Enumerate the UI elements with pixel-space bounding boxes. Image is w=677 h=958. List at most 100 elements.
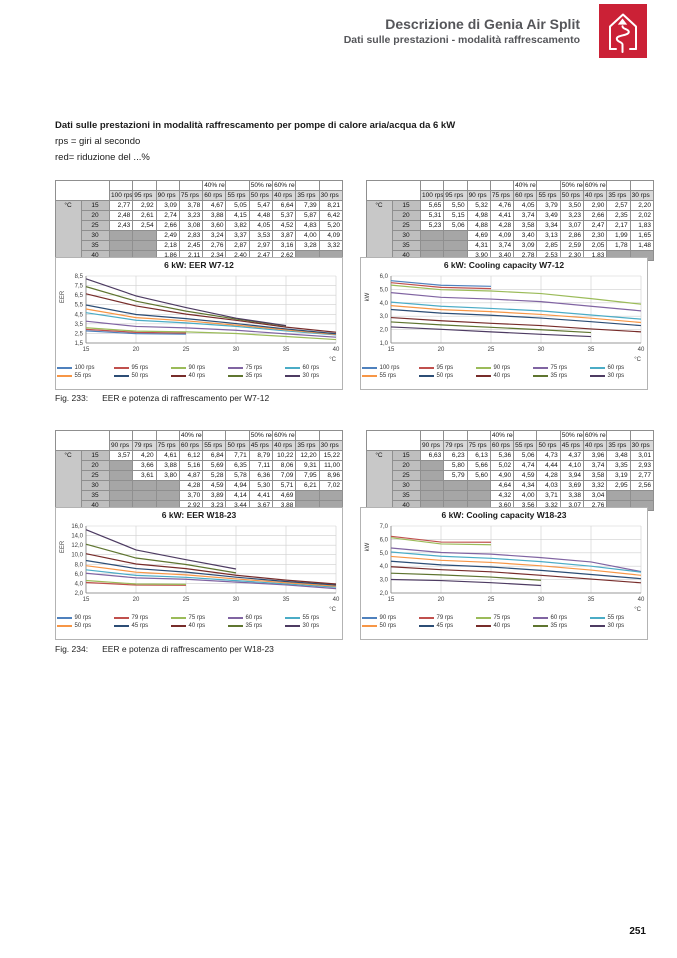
legend-label: 79 rps bbox=[436, 615, 454, 621]
temperature-cell: 15 bbox=[391, 200, 421, 211]
value-cell: 7,11 bbox=[248, 460, 274, 471]
value-cell: 5,28 bbox=[202, 470, 227, 481]
figure-caption-label: Fig. 234: bbox=[55, 644, 89, 654]
table-row: 25 3,61 3,80 4,87 5,28 5,78 6,36 7,09 7,95 8,96 bbox=[56, 470, 343, 481]
line-chart: 1,0 2,0 3,0 4,0 5,0 6,0 15 20 25 30 35 40 kW °C bbox=[365, 274, 645, 363]
temperature-cell: 15 bbox=[81, 450, 110, 461]
reduction-header-cell bbox=[466, 430, 491, 441]
rps-header-cell: 95 rps bbox=[443, 190, 468, 201]
table-row: 25 5,79 5,60 4,90 4,59 4,28 3,94 3,58 3,19 2,77 bbox=[366, 470, 654, 481]
value-cell: 3,78 bbox=[178, 200, 204, 211]
legend-item: 100 rps bbox=[56, 365, 114, 371]
table-row: 35 2,18 2,45 2,76 2,87 2,97 3,16 3,28 3,32 bbox=[56, 240, 343, 251]
legend-label: 55 rps bbox=[607, 615, 625, 621]
value-cell: 2,17 bbox=[606, 220, 631, 231]
value-cell: 3,32 bbox=[583, 480, 608, 491]
table-row: 35 4,32 4,00 3,71 3,38 3,04 bbox=[366, 490, 654, 501]
legend-swatch bbox=[284, 375, 300, 377]
legend-item: 40 rps bbox=[475, 623, 533, 629]
legend-item: 50 rps bbox=[418, 373, 476, 379]
svg-text:15: 15 bbox=[388, 347, 395, 353]
value-cell: 6,64 bbox=[272, 200, 297, 211]
table-row: 25 5,23 5,06 4,88 4,28 3,58 3,34 3,07 2,47 2,17 1,… bbox=[366, 220, 654, 231]
legend-label: 40 rps bbox=[493, 623, 511, 629]
chart-title: 6 kW: EER W18-23 bbox=[161, 510, 237, 520]
series-line-50-rps bbox=[390, 308, 642, 327]
value-cell: 4,76 bbox=[489, 200, 515, 211]
series-line-50-rps bbox=[85, 304, 337, 335]
legend-swatch bbox=[227, 367, 243, 369]
chart-title: 6 kW: Cooling capacity W18-23 bbox=[441, 510, 567, 520]
rps-header-cell: 90 rps bbox=[155, 190, 180, 201]
svg-text:6,0: 6,0 bbox=[380, 537, 389, 543]
value-cell: 2,47 bbox=[583, 220, 608, 231]
legend-label: 95 rps bbox=[436, 365, 454, 371]
table-row: 35 3,70 3,89 4,14 4,41 4,69 bbox=[56, 490, 343, 501]
rps-header-cell: 55 rps bbox=[513, 440, 538, 451]
temperature-cell: 35 bbox=[391, 240, 421, 251]
temperature-cell: 30 bbox=[81, 480, 110, 491]
value-cell: 2,83 bbox=[178, 230, 204, 241]
legend-label: 100 rps bbox=[379, 365, 400, 371]
na-cell bbox=[108, 460, 134, 471]
svg-text:25: 25 bbox=[488, 597, 495, 603]
na-cell bbox=[132, 240, 157, 251]
value-cell: 5,87 bbox=[295, 210, 320, 221]
series-line-35-rps bbox=[85, 286, 287, 327]
legend-item: 55 rps bbox=[284, 615, 342, 621]
value-cell: 3,58 bbox=[583, 470, 608, 481]
na-cell bbox=[108, 480, 134, 491]
reduction-header-cell bbox=[606, 430, 631, 441]
series-line-75-rps bbox=[390, 292, 642, 312]
reduction-header-cell: 50% red. bbox=[559, 180, 585, 191]
value-cell: 4,28 bbox=[489, 220, 515, 231]
svg-text:kW: kW bbox=[365, 292, 371, 301]
reduction-header-cell: 60% red. bbox=[583, 430, 608, 441]
reduction-header-cell bbox=[155, 180, 180, 191]
value-cell: 7,95 bbox=[295, 470, 320, 481]
value-cell: 3,34 bbox=[536, 220, 561, 231]
svg-text:EER: EER bbox=[60, 540, 66, 553]
legend-swatch bbox=[113, 625, 129, 627]
series-line-40-rps bbox=[85, 553, 337, 585]
series-line-95-rps bbox=[390, 282, 492, 290]
legend-label: 79 rps bbox=[131, 615, 149, 621]
intro-heading: Dati sulle prestazioni in modalità raffr… bbox=[55, 120, 456, 131]
svg-text:30: 30 bbox=[233, 597, 240, 603]
value-cell: 2,49 bbox=[155, 230, 180, 241]
reduction-header-cell bbox=[443, 180, 468, 191]
table-row: °C 15 5,65 5,50 5,32 4,76 4,05 3,79 3,50 2,90 2,57… bbox=[365, 200, 654, 261]
rps-header-cell: 60 rps bbox=[489, 440, 515, 451]
value-cell: 7,39 bbox=[295, 200, 320, 211]
series-line-35-rps bbox=[390, 572, 542, 581]
value-cell: 5,50 bbox=[443, 200, 468, 211]
svg-text:35: 35 bbox=[283, 597, 290, 603]
value-cell: 4,61 bbox=[155, 450, 180, 461]
legend-label: 90 rps bbox=[188, 365, 206, 371]
value-cell: 11,00 bbox=[318, 460, 343, 471]
svg-text:20: 20 bbox=[438, 597, 445, 603]
chart-legend: 90 rps 79 rps 75 rps 60 rps 55 rps 50 rps 45 r… bbox=[361, 615, 647, 629]
na-cell bbox=[606, 490, 631, 501]
legend-item: 60 rps bbox=[227, 615, 285, 621]
svg-text:4,0: 4,0 bbox=[380, 301, 389, 307]
value-cell: 4,98 bbox=[466, 210, 491, 221]
value-cell: 12,20 bbox=[295, 450, 320, 461]
value-cell: 2,86 bbox=[559, 230, 585, 241]
series-line-79-rps bbox=[85, 581, 187, 586]
svg-text:15: 15 bbox=[83, 597, 90, 603]
series-line-60-rps bbox=[85, 572, 337, 590]
rps-header-cell: 60 rps bbox=[513, 190, 538, 201]
value-cell: 3,70 bbox=[178, 490, 204, 501]
legend-item: 35 rps bbox=[532, 623, 590, 629]
legend-item: 60 rps bbox=[284, 365, 342, 371]
legend-item: 100 rps bbox=[361, 365, 419, 371]
temperature-cell: 25 bbox=[391, 220, 421, 231]
reduction-header-cell: 40% red. bbox=[178, 430, 204, 441]
value-cell: 2,20 bbox=[629, 200, 654, 211]
value-cell: 4,87 bbox=[178, 470, 204, 481]
legend-item: 90 rps bbox=[361, 615, 419, 621]
na-cell bbox=[443, 230, 468, 241]
legend-swatch bbox=[589, 617, 605, 619]
